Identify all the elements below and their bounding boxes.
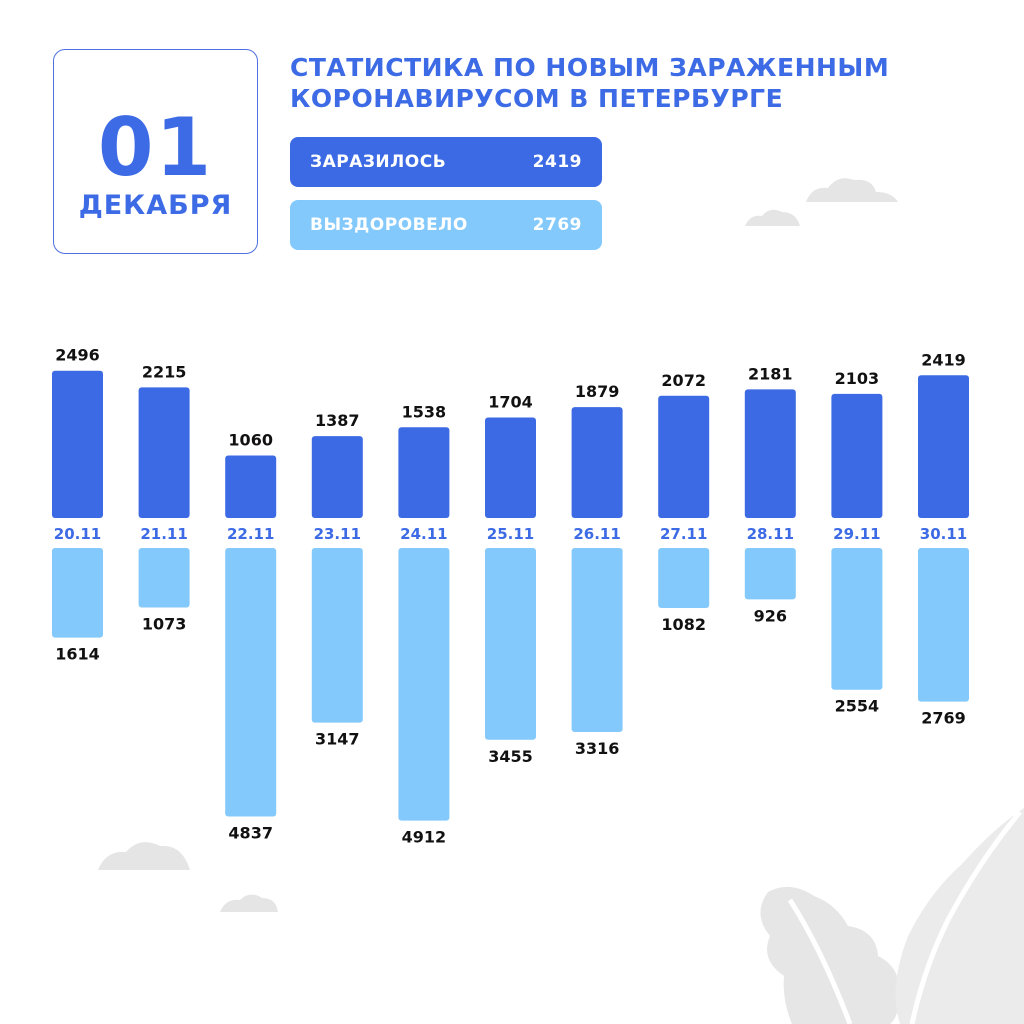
- bar-recovered-label: 4912: [402, 828, 447, 847]
- bar-recovered: [658, 548, 710, 609]
- bar-recovered: [571, 548, 623, 733]
- bar-infected-label: 2181: [748, 364, 793, 383]
- title-line-2: КОРОНАВИРУСОМ В ПЕТЕРБУРГЕ: [290, 84, 784, 113]
- infected-label: ЗАРАЗИЛОСЬ: [310, 152, 447, 172]
- bar-recovered: [52, 548, 103, 638]
- bar-infected-label: 1879: [575, 382, 620, 401]
- bar-recovered-label: 3147: [315, 730, 360, 749]
- bar-infected: [311, 436, 363, 518]
- bar-infected: [398, 427, 450, 518]
- date-tick-label: 20.11: [54, 525, 101, 543]
- bar-infected-label: 1060: [228, 430, 273, 449]
- page-title: СТАТИСТИКА ПО НОВЫМ ЗАРАЖЕННЫМ КОРОНАВИР…: [290, 52, 990, 114]
- bar-recovered-label: 1082: [661, 615, 706, 634]
- bar-infected: [658, 395, 710, 518]
- bar-infected-label: 2419: [921, 350, 966, 369]
- bar-recovered-label: 2554: [835, 697, 880, 716]
- date-tick-label: 24.11: [400, 525, 447, 543]
- recovered-summary: ВЫЗДОРОВЕЛО 2769: [290, 200, 602, 250]
- recovered-value: 2769: [532, 215, 582, 235]
- date-tick-label: 26.11: [573, 525, 620, 543]
- bar-infected: [744, 389, 796, 518]
- bar-recovered: [398, 548, 450, 821]
- bar-recovered-label: 4837: [228, 823, 273, 842]
- bar-infected-label: 1538: [402, 402, 447, 421]
- bar-recovered: [485, 548, 536, 740]
- bar-infected-label: 2103: [835, 369, 880, 388]
- cloud-icon: [98, 842, 190, 870]
- bar-recovered: [138, 548, 190, 608]
- bar-recovered: [918, 548, 969, 702]
- infected-value: 2419: [532, 152, 582, 172]
- bar-recovered-label: 926: [754, 606, 787, 625]
- title-line-1: СТАТИСТИКА ПО НОВЫМ ЗАРАЖЕННЫМ: [290, 53, 890, 82]
- bar-recovered: [311, 548, 363, 723]
- bar-infected: [831, 393, 883, 518]
- bar-infected: [918, 375, 969, 518]
- recovered-label: ВЫЗДОРОВЕЛО: [310, 215, 468, 235]
- date-tick-label: 23.11: [314, 525, 361, 543]
- cloud-icon: [220, 894, 278, 912]
- cloud-icon: [806, 178, 898, 202]
- bar-infected: [52, 370, 103, 518]
- bar-recovered: [225, 548, 277, 817]
- bar-infected: [225, 455, 277, 518]
- date-day: 01: [97, 101, 214, 194]
- date-tick-label: 29.11: [833, 525, 880, 543]
- bar-infected: [485, 417, 536, 518]
- date-month: ДЕКАБРЯ: [78, 190, 233, 221]
- date-tick-label: 22.11: [227, 525, 274, 543]
- leaf-icon: [760, 886, 899, 1024]
- bar-infected-label: 1704: [488, 392, 533, 411]
- date-tick-label: 27.11: [660, 525, 707, 543]
- bar-recovered-label: 1073: [142, 615, 187, 634]
- bar-infected: [138, 387, 190, 518]
- date-tick-label: 30.11: [920, 525, 967, 543]
- date-tick-label: 25.11: [487, 525, 534, 543]
- date-tick-label: 21.11: [140, 525, 187, 543]
- bar-recovered: [831, 548, 883, 690]
- bar-recovered-label: 3455: [488, 747, 533, 766]
- leaf-icon: [895, 808, 1024, 1024]
- bar-recovered: [744, 548, 796, 600]
- decoration: [98, 178, 1024, 1024]
- bar-recovered-label: 2769: [921, 709, 966, 728]
- bar-recovered-label: 1614: [55, 645, 100, 664]
- bar-infected-label: 2496: [55, 346, 100, 365]
- bar-infected-label: 2215: [142, 362, 187, 381]
- bar-recovered-label: 3316: [575, 739, 620, 758]
- date-tick-label: 28.11: [747, 525, 794, 543]
- cloud-icon: [745, 209, 800, 226]
- infected-summary: ЗАРАЗИЛОСЬ 2419: [290, 137, 602, 187]
- bar-infected-label: 1387: [315, 411, 360, 430]
- date-card: 01 ДЕКАБРЯ: [53, 49, 258, 254]
- bar-infected-label: 2072: [661, 371, 706, 390]
- bar-infected: [571, 407, 623, 518]
